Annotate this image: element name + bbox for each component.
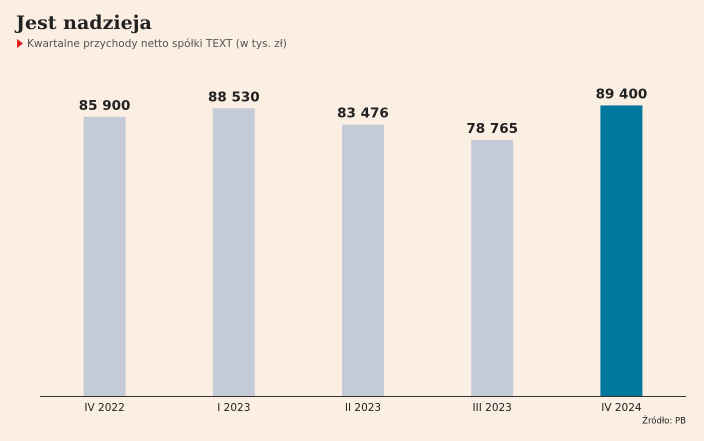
bar <box>600 105 643 396</box>
chart-subtitle: Kwartalne przychody netto spółki TEXT (w… <box>27 38 287 50</box>
value-label: 83 476 <box>337 106 389 122</box>
value-label: 89 400 <box>596 86 648 102</box>
bar <box>471 140 514 396</box>
bar <box>212 108 255 396</box>
value-label: 85 900 <box>79 98 131 114</box>
chart-title: Jest nadzieja <box>14 12 152 34</box>
bar <box>342 124 384 396</box>
x-tick-label: III 2023 <box>473 402 512 414</box>
x-tick-label: IV 2024 <box>601 402 642 414</box>
source: Źródło: PB <box>642 415 686 427</box>
x-tick-label: IV 2022 <box>84 402 124 414</box>
value-label: 78 765 <box>466 121 518 137</box>
value-label: 88 530 <box>208 89 260 105</box>
x-tick-label: II 2023 <box>345 402 381 414</box>
subtitle-marker <box>17 39 23 48</box>
x-tick-label: I 2023 <box>217 402 250 414</box>
bar <box>83 116 126 396</box>
